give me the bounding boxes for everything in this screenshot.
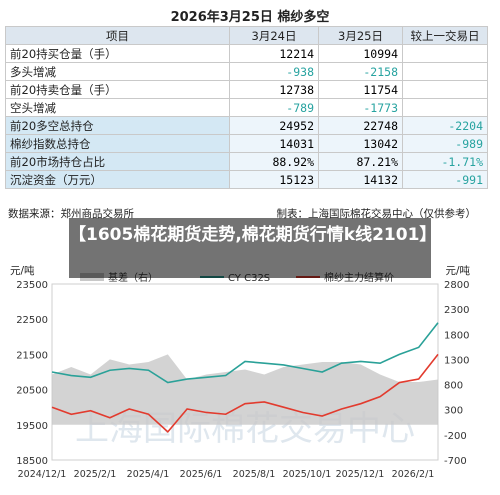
price-chart: 上海国际棉花交易中心235002250021500205001950018500… [16,271,469,480]
x-tick: 2025/4/1 [127,469,170,480]
y-right-tick: -200 [444,431,467,442]
series-line-cy-c32s [51,322,439,384]
table-row: 棉纱指数总持仓 14031 13042 -989 [5,134,488,153]
y-left-tick: 21500 [16,350,48,361]
row-curr: -2158 [318,62,403,81]
table-row: 沉淀资金（万元） 15123 14132 -991 [5,170,488,189]
row-curr: 14132 [318,170,403,189]
table-row: 多头增减 -938 -2158 [5,62,488,81]
col-change: 较上一交易日 [402,26,488,45]
unit-left: 元/吨 [10,265,35,277]
row-prev: 88.92% [229,152,319,171]
title-banner[interactable]: 【1605棉花期货走势,棉花期货行情k线2101】 [69,218,436,278]
table-title: 2026年3月25日 棉纱多空 [170,10,330,25]
row-curr: 13042 [318,134,403,153]
row-label: 前20持买仓量（手） [5,44,230,63]
row-label: 前20市场持仓占比 [5,152,230,171]
row-curr: 22748 [318,116,403,135]
row-prev: -789 [229,98,319,117]
y-right-tick: 1300 [444,355,469,366]
row-prev: 24952 [229,116,319,135]
col-item: 项目 [5,26,230,45]
table-row: 空头增减 -789 -1773 [5,98,488,117]
row-change [402,62,488,81]
row-change: -989 [402,134,488,153]
y-left-tick: 18500 [16,456,48,467]
row-prev: 15123 [229,170,319,189]
y-left-tick: 19500 [16,421,48,432]
y-right-tick: 2800 [444,280,469,291]
x-tick: 2025/10/1 [283,469,332,480]
y-left-tick: 20500 [16,386,48,397]
y-left-tick: 22500 [16,315,48,326]
table-header-row: 项目 3月24日 3月25日 较上一交易日 [5,26,488,45]
table-row: 前20持买仓量（手） 12214 10994 [5,44,488,63]
row-prev: 14031 [229,134,319,153]
y-right-tick: 1800 [444,330,469,341]
row-curr: 10994 [318,44,403,63]
y-right-tick: -700 [444,456,467,467]
series-basis-area [52,354,438,425]
row-label: 前20多空总持仓 [5,116,230,135]
row-label: 沉淀资金（万元） [5,170,230,189]
table-row: 前20市场持仓占比 88.92% 87.21% -1.71% [5,152,488,171]
legend-label: CY C32S [228,273,270,284]
row-curr: -1773 [318,98,403,117]
col-curr: 3月25日 [318,26,403,45]
y-right-tick: 300 [444,406,463,417]
row-change [402,80,488,99]
source-right: 制表：上海国际棉花交易中心（仅供参考） [276,208,477,220]
x-tick: 2025/2/1 [74,469,117,480]
x-tick: 2025/6/1 [180,469,223,480]
table-body: 前20持买仓量（手） 12214 10994 多头增减 -938 -2158 前20持卖仓量… [5,44,488,189]
unit-right: 元/吨 [445,265,470,277]
row-prev: 12738 [229,80,319,99]
y-right-tick: 2300 [444,305,469,316]
y-left-tick: 23500 [16,280,48,291]
source-left: 数据来源：郑州商品交易所 [8,208,134,220]
row-change [402,98,488,117]
row-label: 前20持卖仓量（手） [5,80,230,99]
x-tick: 2025/12/1 [336,469,385,480]
position-table: 项目 3月24日 3月25日 较上一交易日 前20持买仓量（手） 12214 109… [5,26,488,189]
row-label: 空头增减 [5,98,230,117]
x-tick: 2026/2/1 [392,469,435,480]
table-row: 前20持卖仓量（手） 12738 11754 [5,80,488,99]
col-prev: 3月24日 [229,26,319,45]
row-label: 多头增减 [5,62,230,81]
row-prev: 12214 [229,44,319,63]
row-change: -991 [402,170,488,189]
row-label: 棉纱指数总持仓 [5,134,230,153]
row-change: -1.71% [402,152,488,171]
row-change [402,44,488,63]
x-tick: 2024/12/1 [18,469,67,480]
series-line-settlement [51,353,439,433]
table-row: 前20多空总持仓 24952 22748 -2204 [5,116,488,135]
row-prev: -938 [229,62,319,81]
row-change: -2204 [402,116,488,135]
row-curr: 87.21% [318,152,403,171]
row-curr: 11754 [318,80,403,99]
x-tick: 2025/8/1 [233,469,276,480]
y-right-tick: 800 [444,381,463,392]
